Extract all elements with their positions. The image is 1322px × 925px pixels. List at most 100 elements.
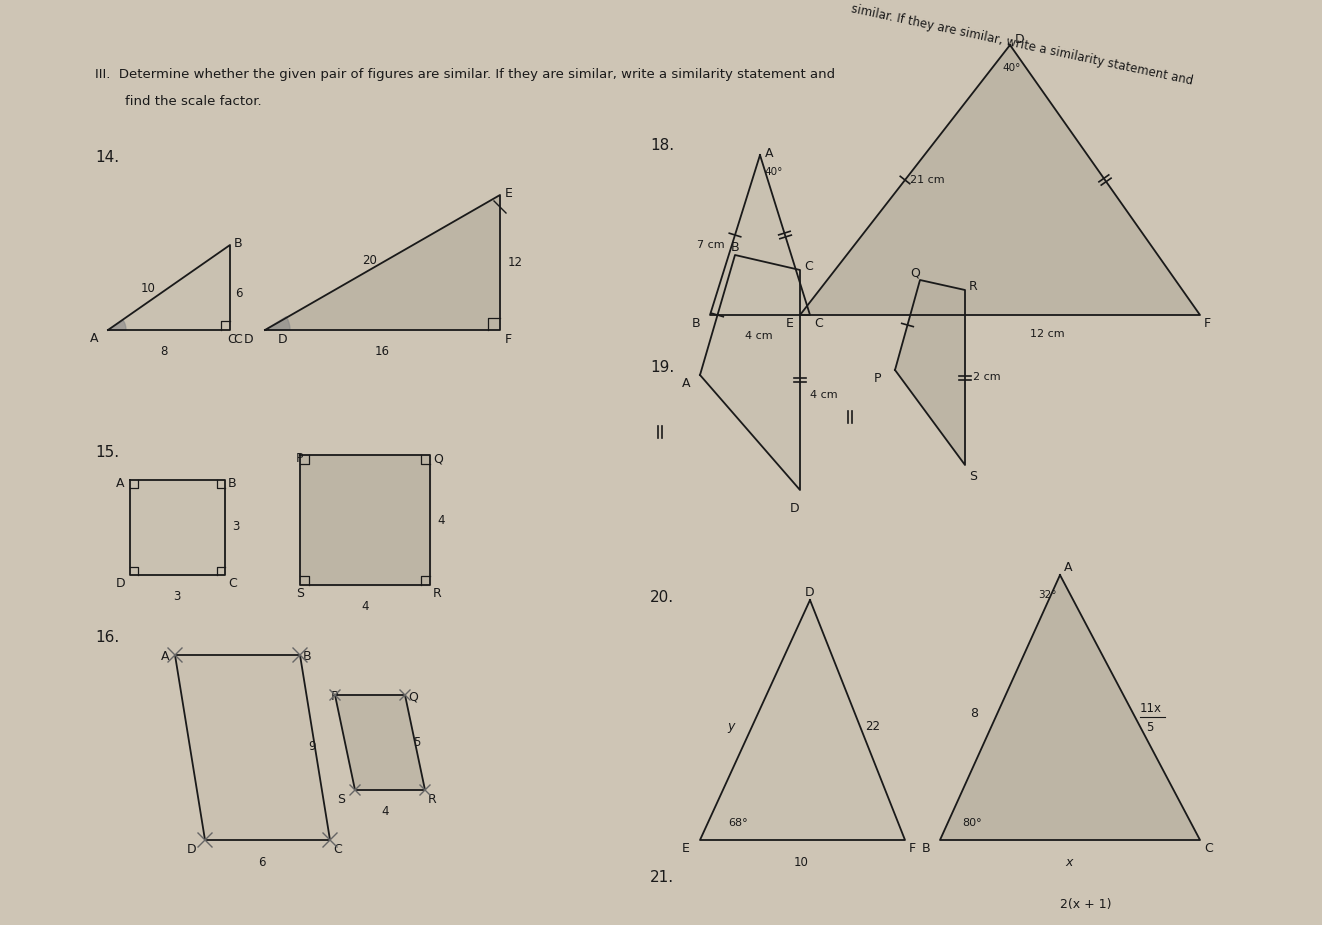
Text: 8: 8: [160, 345, 168, 358]
Text: 20.: 20.: [650, 590, 674, 605]
Text: Q: Q: [910, 266, 920, 279]
Text: B: B: [227, 477, 237, 490]
Text: 6: 6: [235, 287, 242, 300]
Text: 22: 22: [865, 720, 880, 733]
Text: 4 cm: 4 cm: [746, 331, 772, 341]
Text: 16.: 16.: [95, 630, 119, 645]
Text: S: S: [969, 470, 977, 483]
Text: 40°: 40°: [1002, 63, 1021, 73]
Text: 18.: 18.: [650, 138, 674, 153]
Polygon shape: [300, 455, 430, 585]
Text: 21.: 21.: [650, 870, 674, 885]
Polygon shape: [264, 316, 290, 330]
Text: D: D: [1015, 33, 1025, 46]
Text: 10: 10: [795, 856, 809, 869]
Text: F: F: [505, 333, 512, 346]
Polygon shape: [800, 45, 1200, 315]
Polygon shape: [264, 195, 500, 330]
Text: 4 cm: 4 cm: [810, 390, 838, 400]
Text: 2 cm: 2 cm: [973, 372, 1001, 382]
Text: 3: 3: [173, 590, 181, 603]
Text: C: C: [227, 333, 235, 346]
Text: 16: 16: [374, 345, 390, 358]
Text: S: S: [296, 587, 304, 600]
Text: Q: Q: [434, 452, 443, 465]
Text: find the scale factor.: find the scale factor.: [126, 95, 262, 108]
Text: P: P: [330, 690, 338, 703]
Text: D: D: [791, 502, 800, 515]
Polygon shape: [334, 695, 424, 790]
Text: S: S: [337, 793, 345, 806]
Text: 11x: 11x: [1140, 702, 1162, 715]
Text: A: A: [90, 332, 99, 345]
Text: 5: 5: [412, 735, 420, 748]
Text: E: E: [505, 187, 513, 200]
Text: 20: 20: [362, 254, 377, 267]
Text: C: C: [227, 577, 237, 590]
Text: C: C: [804, 260, 813, 273]
Text: 12 cm: 12 cm: [1030, 329, 1064, 339]
Text: 3: 3: [231, 521, 239, 534]
Text: 8: 8: [970, 707, 978, 720]
Text: 21 cm: 21 cm: [910, 175, 945, 185]
Text: E: E: [787, 317, 795, 330]
Text: F: F: [910, 842, 916, 855]
Text: B: B: [234, 237, 243, 250]
Text: B: B: [691, 317, 701, 330]
Polygon shape: [710, 155, 810, 315]
Text: C: C: [1204, 842, 1212, 855]
Text: 32°: 32°: [1038, 590, 1056, 600]
Text: 10: 10: [141, 282, 156, 295]
Text: 5: 5: [1146, 721, 1153, 734]
Text: A: A: [682, 377, 690, 390]
Text: 80°: 80°: [962, 818, 982, 828]
Text: 40°: 40°: [764, 167, 783, 177]
Text: D: D: [186, 843, 197, 856]
Text: D: D: [116, 577, 126, 590]
Text: R: R: [428, 793, 436, 806]
Polygon shape: [130, 480, 225, 575]
Polygon shape: [175, 655, 330, 840]
Text: C: C: [814, 317, 822, 330]
Text: y: y: [727, 720, 735, 733]
Polygon shape: [701, 255, 800, 490]
Text: A: A: [1064, 561, 1072, 574]
Text: Q: Q: [408, 690, 418, 703]
Text: 4: 4: [381, 805, 389, 818]
Text: A: A: [765, 147, 773, 160]
Text: 4: 4: [438, 513, 444, 526]
Text: 12: 12: [508, 255, 524, 268]
Text: D: D: [278, 333, 288, 346]
Text: B: B: [303, 650, 312, 663]
Text: 2(x + 1): 2(x + 1): [1060, 898, 1112, 911]
Polygon shape: [895, 280, 965, 465]
Text: B: B: [921, 842, 931, 855]
Polygon shape: [701, 600, 906, 840]
Text: C: C: [333, 843, 342, 856]
Text: 4: 4: [361, 600, 369, 613]
Text: C: C: [233, 333, 242, 346]
Text: 14.: 14.: [95, 150, 119, 165]
Text: A: A: [116, 477, 124, 490]
Text: 68°: 68°: [728, 818, 748, 828]
Text: 7 cm: 7 cm: [697, 240, 724, 250]
Text: R: R: [434, 587, 442, 600]
Text: P: P: [296, 452, 304, 465]
Polygon shape: [940, 575, 1200, 840]
Text: 6: 6: [258, 856, 266, 869]
Text: similar. If they are similar, write a similarity statement and: similar. If they are similar, write a si…: [850, 2, 1194, 87]
Text: 15.: 15.: [95, 445, 119, 460]
Text: R: R: [969, 280, 978, 293]
Text: A: A: [161, 650, 169, 663]
Text: D: D: [245, 333, 254, 346]
Text: III.  Determine whether the given pair of figures are similar. If they are simil: III. Determine whether the given pair of…: [95, 68, 836, 81]
Text: P: P: [874, 372, 880, 385]
Polygon shape: [108, 245, 230, 330]
Text: F: F: [1204, 317, 1211, 330]
Text: B: B: [731, 241, 739, 254]
Polygon shape: [108, 320, 126, 330]
Text: E: E: [682, 842, 690, 855]
Text: x: x: [1066, 856, 1072, 869]
Text: D: D: [805, 586, 814, 599]
Text: 19.: 19.: [650, 360, 674, 375]
